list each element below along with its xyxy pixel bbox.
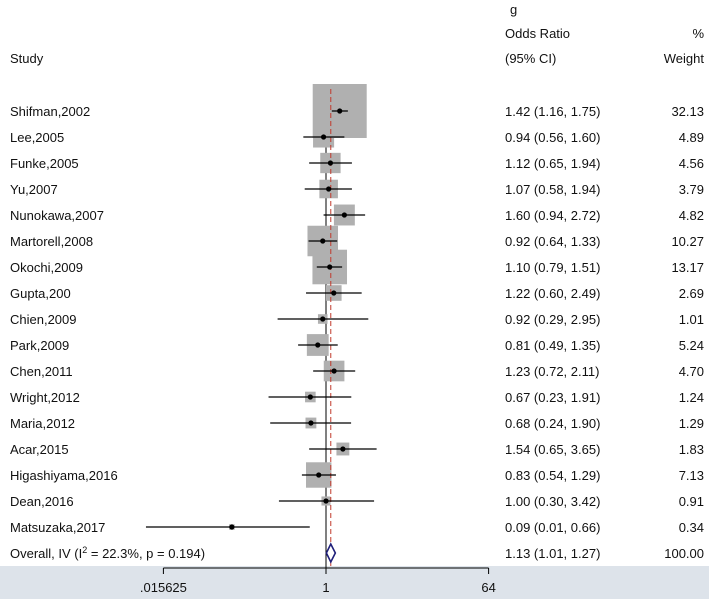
x-axis-tick-label: 1 (322, 580, 329, 595)
study-column-header: Study (10, 51, 44, 66)
study-weight-text: 32.13 (671, 104, 704, 119)
study-ci-text: 1.42 (1.16, 1.75) (505, 104, 600, 119)
weight-column-header: Weight (664, 51, 705, 66)
study-weight-text: 4.89 (679, 130, 704, 145)
study-ci-text: 1.07 (0.58, 1.94) (505, 182, 600, 197)
x-axis-tick-label: 64 (481, 580, 495, 595)
study-point-estimate (326, 186, 332, 192)
study-label: Gupta,200 (10, 286, 71, 301)
study-ci-text: 0.68 (0.24, 1.90) (505, 416, 600, 431)
study-ci-text: 1.22 (0.60, 2.49) (505, 286, 600, 301)
study-weight-text: 1.83 (679, 442, 704, 457)
study-label: Wright,2012 (10, 390, 80, 405)
study-point-estimate (308, 420, 314, 426)
study-point-estimate (340, 446, 346, 452)
overall-label: Overall, IV (I2 = 22.3%, p = 0.194) (10, 545, 205, 561)
overall-weight-text: 100.00 (664, 546, 704, 561)
overall-ci-text: 1.13 (1.01, 1.27) (505, 546, 600, 561)
study-ci-text: 1.23 (0.72, 2.11) (505, 364, 599, 379)
or-column-header: Odds Ratio (505, 26, 570, 41)
study-label: Shifman,2002 (10, 104, 90, 119)
study-weight-text: 5.24 (679, 338, 704, 353)
study-ci-text: 1.00 (0.30, 3.42) (505, 494, 600, 509)
study-label: Chen,2011 (10, 364, 73, 379)
study-ci-text: 1.54 (0.65, 3.65) (505, 442, 600, 457)
study-ci-text: 1.12 (0.65, 1.94) (505, 156, 600, 171)
study-weight-text: 4.82 (679, 208, 704, 223)
study-point-estimate (320, 134, 327, 140)
study-ci-text: 1.60 (0.94, 2.72) (505, 208, 600, 223)
study-label: Higashiyama,2016 (10, 468, 118, 483)
study-point-estimate (331, 368, 337, 374)
study-ci-text: 0.94 (0.56, 1.60) (505, 130, 600, 145)
study-point-estimate (320, 316, 326, 322)
study-weight-text: 10.27 (671, 234, 704, 249)
study-point-estimate (337, 108, 343, 114)
study-point-estimate (323, 498, 329, 504)
study-point-estimate (307, 394, 313, 400)
plot-area: Shifman,2002 1.42 (1.16, 1.75) 32.13 Lee,20… (10, 84, 704, 595)
study-label: Park,2009 (10, 338, 69, 353)
study-label: Martorell,2008 (10, 234, 93, 249)
study-ci-text: 0.09 (0.01, 0.66) (505, 520, 600, 535)
study-label: Chien,2009 (10, 312, 77, 327)
x-axis-tick-label: .015625 (140, 580, 187, 595)
study-point-estimate (315, 342, 321, 348)
study-point-estimate (327, 160, 334, 166)
study-label: Yu,2007 (10, 182, 58, 197)
study-label: Okochi,2009 (10, 260, 83, 275)
axis-band (0, 566, 709, 599)
study-ci-text: 0.67 (0.23, 1.91) (505, 390, 600, 405)
study-point-estimate (341, 212, 347, 218)
weight-column-header-pct: % (692, 26, 704, 41)
study-weight-text: 1.29 (679, 416, 704, 431)
header-title-fragment: g (510, 2, 517, 17)
study-weight-text: 4.70 (679, 364, 704, 379)
study-weight-text: 0.34 (679, 520, 704, 535)
study-weight-text: 3.79 (679, 182, 704, 197)
study-label: Nunokawa,2007 (10, 208, 104, 223)
study-ci-text: 0.92 (0.64, 1.33) (505, 234, 600, 249)
study-label: Dean,2016 (10, 494, 74, 509)
study-ci-text: 0.81 (0.49, 1.35) (505, 338, 600, 353)
study-point-estimate (320, 238, 326, 244)
study-label: Funke,2005 (10, 156, 79, 171)
ci-column-header: (95% CI) (505, 51, 556, 66)
study-point-estimate (331, 290, 337, 296)
overall-diamond (325, 542, 337, 564)
study-ci-text: 0.83 (0.54, 1.29) (505, 468, 600, 483)
study-point-estimate (229, 524, 235, 530)
study-weight-text: 0.91 (679, 494, 704, 509)
study-point-estimate (316, 472, 322, 478)
study-weight-text: 4.56 (679, 156, 704, 171)
study-weight-text: 7.13 (679, 468, 704, 483)
study-weight-text: 1.24 (679, 390, 704, 405)
study-weight-text: 1.01 (679, 312, 704, 327)
study-label: Matsuzaka,2017 (10, 520, 105, 535)
study-ci-text: 1.10 (0.79, 1.51) (505, 260, 600, 275)
study-point-estimate (327, 264, 333, 270)
study-weight-text: 13.17 (671, 260, 704, 275)
study-label: Acar,2015 (10, 442, 69, 457)
study-label: Maria,2012 (10, 416, 75, 431)
study-label: Lee,2005 (10, 130, 64, 145)
study-weight-text: 2.69 (679, 286, 704, 301)
study-ci-text: 0.92 (0.29, 2.95) (505, 312, 600, 327)
